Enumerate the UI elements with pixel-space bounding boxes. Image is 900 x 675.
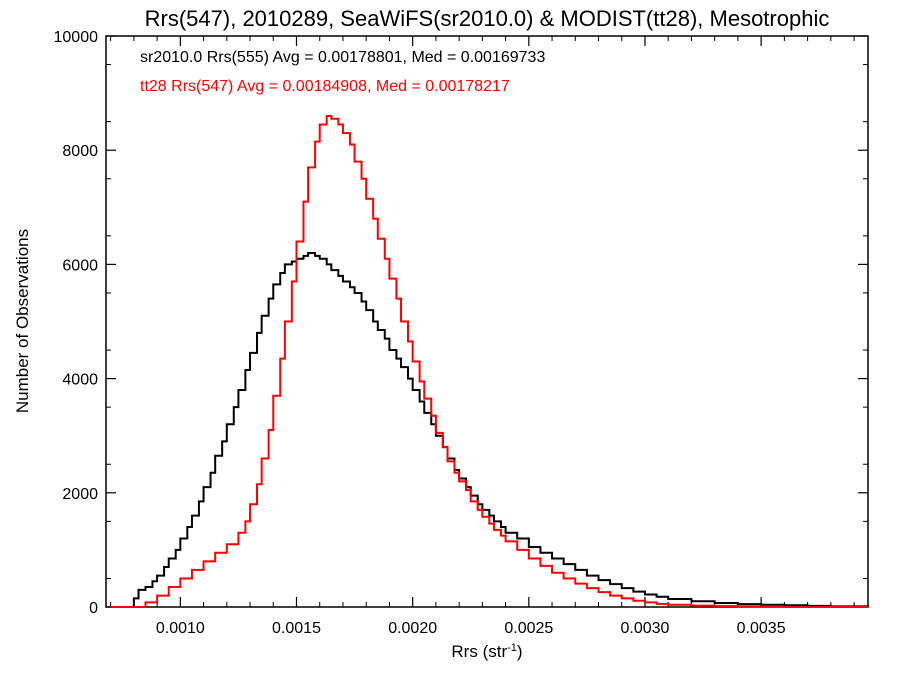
legend: sr2010.0 Rrs(555) Avg = 0.00178801, Med …	[140, 49, 545, 95]
plot-frame	[105, 35, 869, 608]
x-axis-label-sup: -1	[507, 642, 517, 654]
y-tick-label-5: 10000	[54, 29, 99, 46]
x-tick-label-4: 0.0030	[621, 620, 670, 637]
y-axis-label: Number of Observations	[13, 229, 32, 413]
y-tick-label-2: 4000	[62, 372, 98, 389]
legend-entry-0: sr2010.0 Rrs(555) Avg = 0.00178801, Med …	[140, 49, 545, 66]
y-tick-label-3: 6000	[62, 257, 98, 274]
plot-area: 0.0010 0.0015 0.0020 0.0025 0.0030 0.0035 0 20…	[54, 29, 869, 637]
x-tick-label-2: 0.0020	[388, 620, 437, 637]
series-layer	[110, 114, 869, 608]
x-axis-label-main: Rrs (str	[451, 642, 507, 661]
x-tick-label-0: 0.0010	[156, 620, 205, 637]
series-line-0	[110, 251, 869, 608]
x-axis: 0.0010 0.0015 0.0020 0.0025 0.0030 0.0035	[110, 36, 855, 637]
series-line-1	[110, 114, 869, 608]
x-tick-label-3: 0.0025	[504, 620, 553, 637]
y-tick-label-0: 0	[89, 600, 98, 617]
y-tick-label-1: 2000	[62, 486, 98, 503]
x-axis-label: Rrs (str-1)	[451, 642, 522, 661]
legend-entry-1: tt28 Rrs(547) Avg = 0.00184908, Med = 0.…	[140, 78, 510, 95]
x-axis-label-end: )	[517, 642, 523, 661]
x-tick-label-1: 0.0015	[272, 620, 321, 637]
x-tick-label-5: 0.0035	[737, 620, 786, 637]
y-tick-label-4: 8000	[62, 143, 98, 160]
y-axis: 0 2000 4000 6000 8000 10000	[54, 29, 868, 617]
chart-title: Rrs(547), 2010289, SeaWiFS(sr2010.0) & M…	[145, 6, 830, 31]
